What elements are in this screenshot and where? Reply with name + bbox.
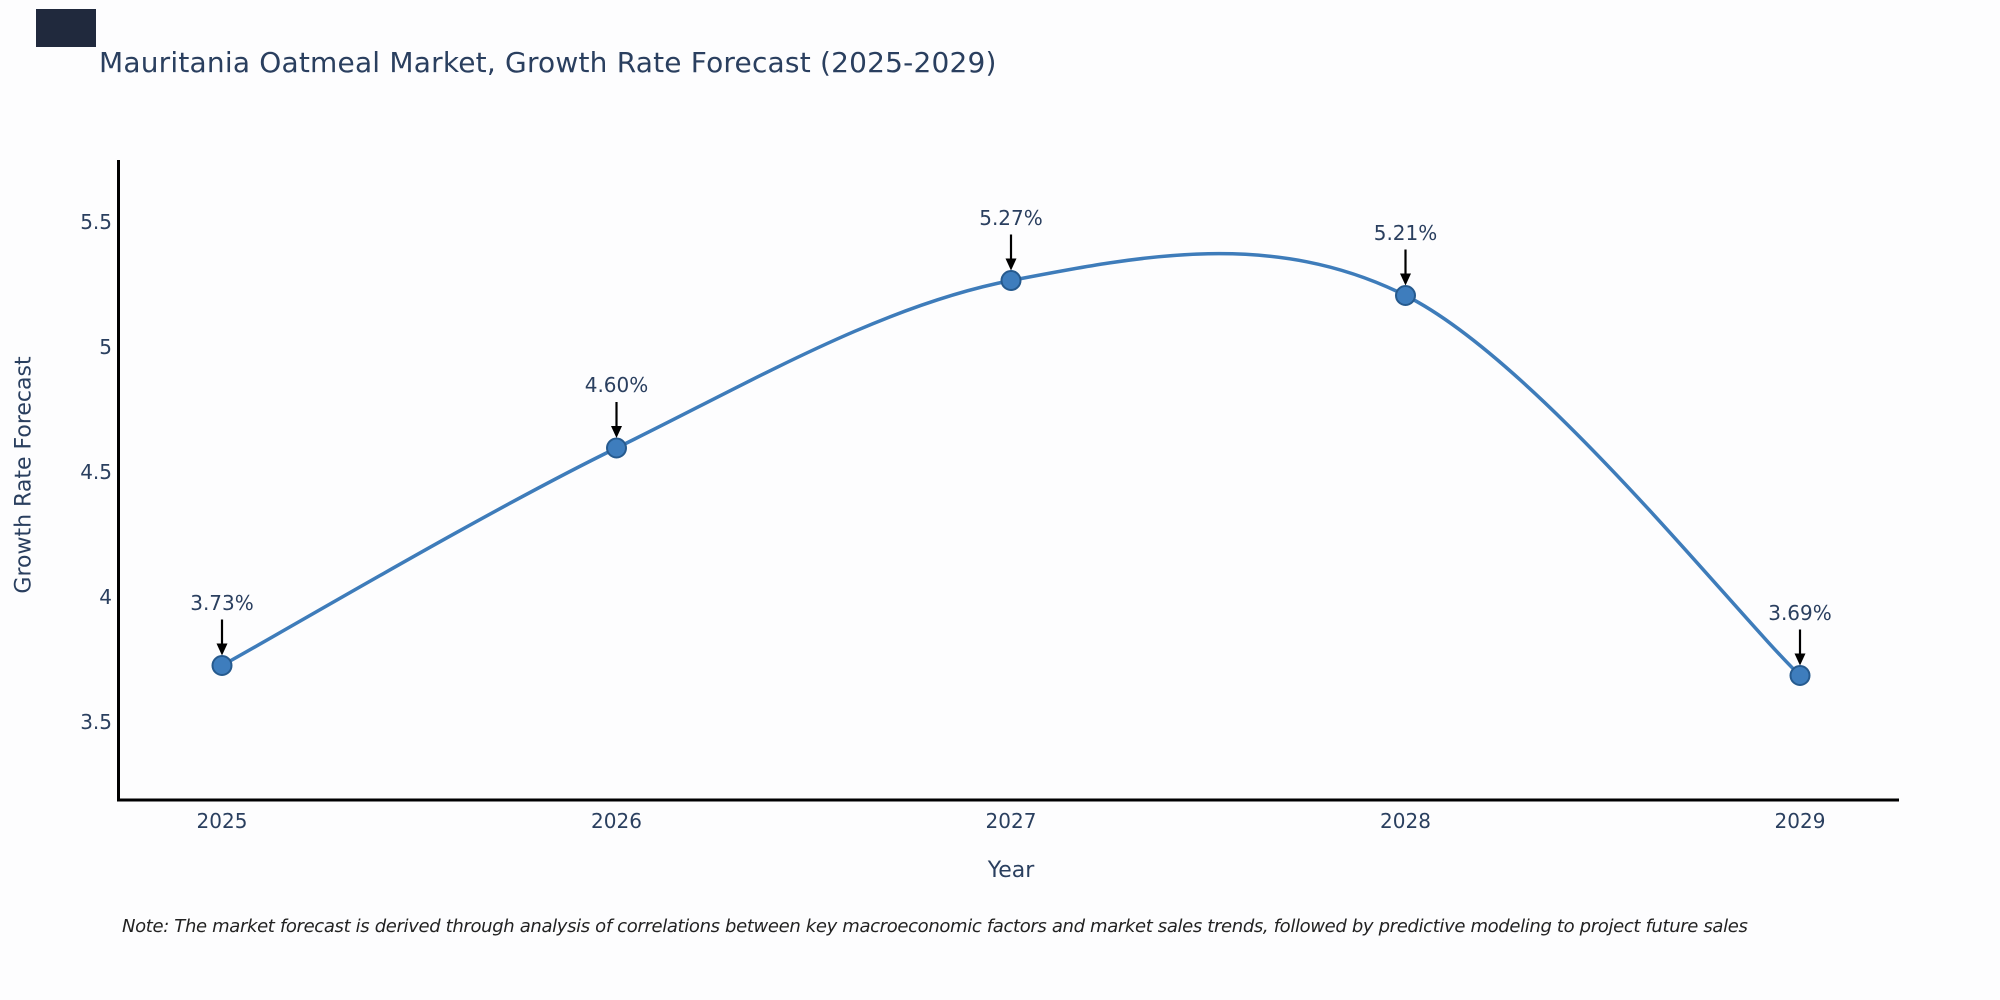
corner-artifact: [36, 9, 96, 47]
x-tick-label: 2027: [985, 809, 1037, 833]
data-point-marker[interactable]: [606, 437, 627, 459]
trend-line: [221, 251, 1802, 677]
annotation-arrowhead: [1005, 258, 1017, 271]
point-value-label: 3.69%: [1768, 600, 1832, 625]
x-tick-label: 2029: [1774, 809, 1826, 833]
chart-title: Mauritania Oatmeal Market, Growth Rate F…: [99, 46, 997, 79]
x-tick-label: 2026: [591, 809, 642, 833]
point-value-label: 4.60%: [584, 373, 649, 397]
annotation-arrowhead: [216, 643, 228, 656]
data-point-marker[interactable]: [211, 655, 233, 676]
y-tick-label: 5: [99, 335, 112, 359]
y-tick-label: 5.5: [80, 210, 112, 234]
y-tick-label: 4: [99, 585, 112, 609]
data-point-marker[interactable]: [1000, 270, 1022, 291]
data-point-marker[interactable]: [1789, 665, 1811, 686]
y-tick-label: 4.5: [80, 460, 112, 484]
annotation-arrowhead: [611, 426, 622, 438]
point-value-label: 5.21%: [1373, 220, 1438, 245]
x-axis-title: Year: [987, 858, 1035, 883]
point-value-label: 3.73%: [190, 590, 254, 615]
annotation-arrowhead: [1794, 653, 1806, 666]
point-value-label: 5.27%: [979, 205, 1043, 230]
x-tick-label: 2028: [1380, 809, 1431, 833]
data-point-marker[interactable]: [1395, 285, 1416, 306]
y-tick-label: 3.5: [80, 710, 112, 734]
annotation-arrowhead: [1400, 273, 1411, 286]
x-tick-label: 2025: [196, 809, 248, 833]
footnote: Note: The market forecast is derived thr…: [122, 916, 1748, 937]
